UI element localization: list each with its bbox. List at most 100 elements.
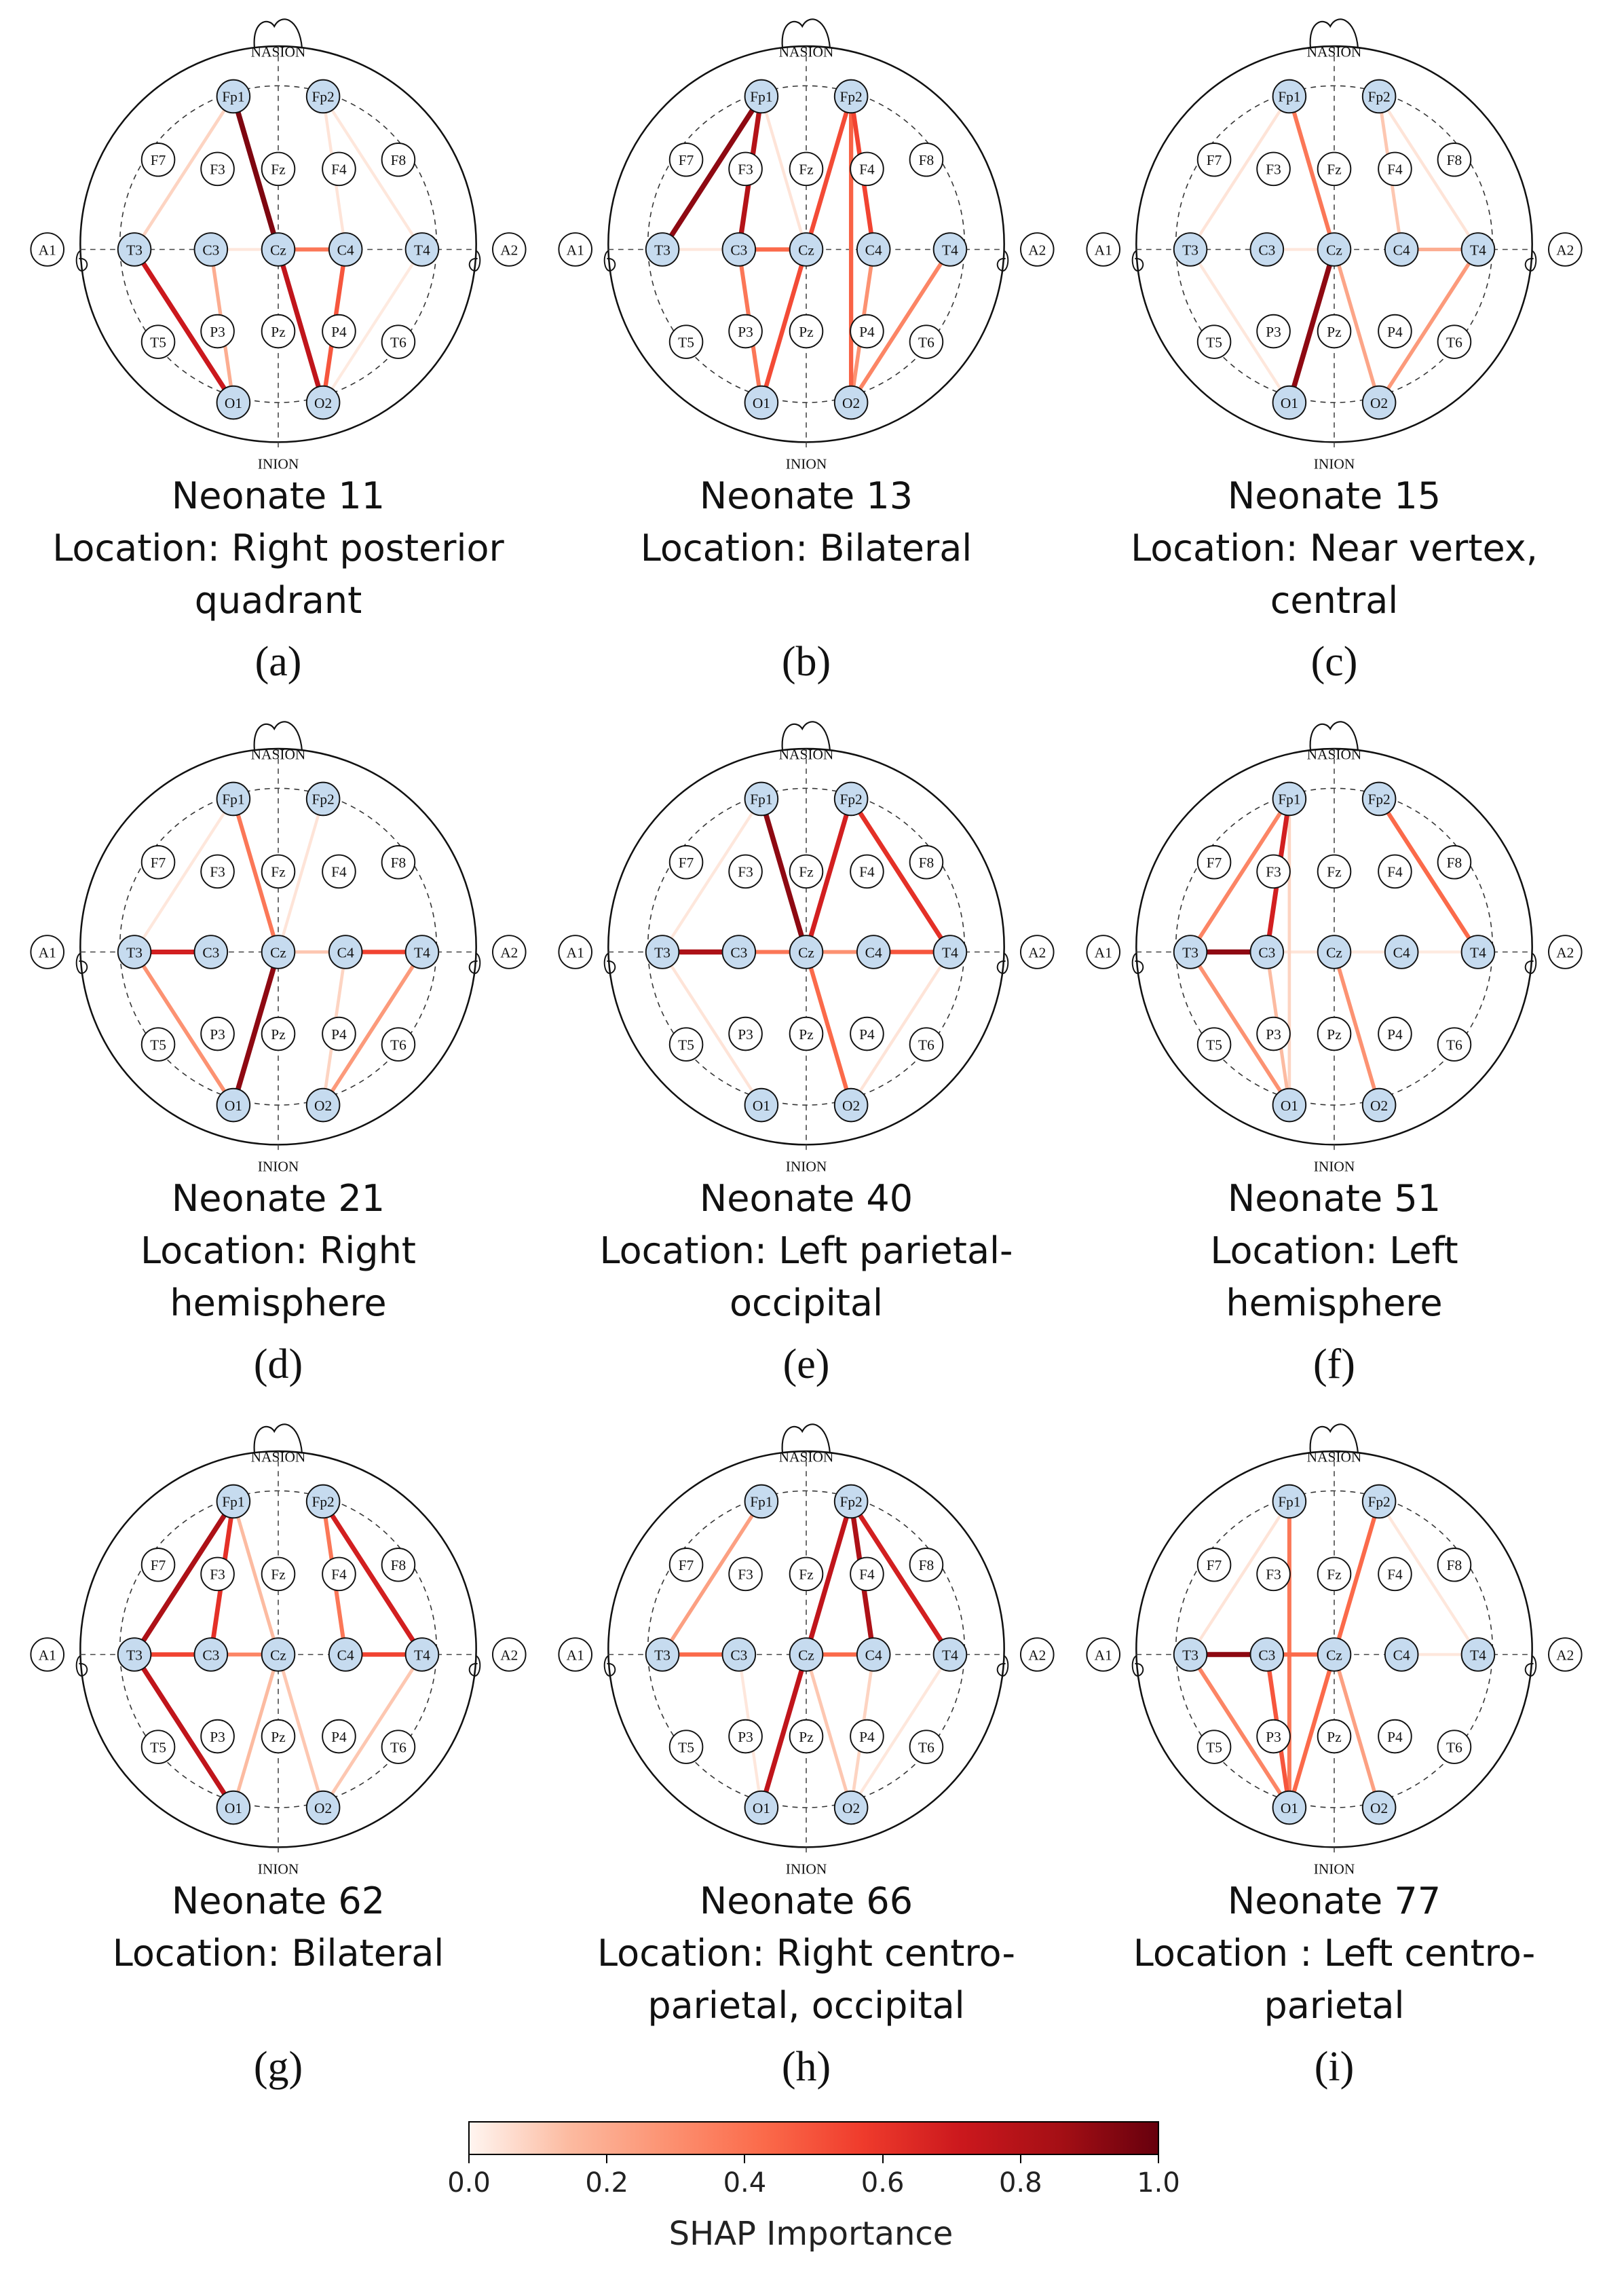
svg-text:F3: F3	[738, 864, 753, 880]
colorbar-tick	[468, 2154, 470, 2163]
svg-text:A2: A2	[500, 1647, 518, 1663]
svg-text:O1: O1	[753, 1098, 770, 1114]
edge-T3-O1	[1188, 1652, 1291, 1810]
electrode-C3: C3	[1249, 935, 1285, 969]
right-ear	[1524, 952, 1537, 974]
edge-Cz-O2	[1332, 1652, 1381, 1810]
panel-sublabel: (f)	[1313, 1341, 1355, 1387]
nose-outline	[1309, 18, 1359, 49]
electrode-P4: P4	[1378, 314, 1412, 349]
electrode-T3: T3	[645, 935, 680, 969]
edge-T4-O2	[849, 1653, 952, 1810]
svg-text:A1: A1	[39, 944, 56, 960]
electrode-O1: O1	[744, 385, 779, 420]
electrode-F4: F4	[1378, 1556, 1412, 1592]
location-label: parietal	[1264, 1984, 1405, 2027]
svg-text:Pz: Pz	[1327, 324, 1341, 340]
electrode-A2: A2	[1020, 232, 1055, 267]
neonate-label: Neonate 11	[171, 474, 385, 517]
edge-Fp1-Cz	[1287, 94, 1337, 252]
edge-T4-O2	[322, 248, 424, 405]
location-label: Location: Right posterior	[52, 527, 504, 569]
right-ear	[468, 1655, 481, 1677]
electrode-Cz: Cz	[789, 1637, 824, 1672]
svg-text:Cz: Cz	[1326, 944, 1342, 960]
colorbar-tick	[1019, 2154, 1021, 2163]
electrode-A2: A2	[1548, 935, 1583, 969]
electrode-T5: T5	[140, 324, 176, 359]
svg-text:O2: O2	[314, 1098, 332, 1114]
svg-text:F7: F7	[679, 1557, 694, 1573]
svg-text:Pz: Pz	[1327, 1729, 1341, 1745]
electrode-O1: O1	[1272, 385, 1307, 420]
nasion-label: NASION	[1307, 747, 1362, 763]
head-diagram: NASION INION Fp1 Fp2 F7 F3 Fz F4 F8 A1 T3 C3 Cz C4 T4 A…	[30, 18, 527, 472]
edge-Fp1-T3	[660, 797, 763, 954]
electrode-T6: T6	[1437, 1027, 1472, 1062]
inion-label: INION	[1314, 1861, 1355, 1877]
location-label: Location: Left parietal-	[599, 1229, 1013, 1272]
electrode-T4: T4	[932, 935, 968, 969]
svg-text:A1: A1	[39, 1647, 56, 1663]
nasion-label: NASION	[779, 1449, 834, 1465]
electrode-T5: T5	[1196, 1730, 1232, 1764]
svg-text:Pz: Pz	[799, 324, 813, 340]
electrode-F4: F4	[322, 1556, 356, 1592]
electrode-T3: T3	[1173, 232, 1208, 267]
location-label: hemisphere	[170, 1282, 387, 1324]
svg-text:Fz: Fz	[271, 1567, 285, 1583]
svg-text:Fp2: Fp2	[1367, 791, 1390, 808]
location-label: Location: Right	[140, 1229, 416, 1272]
panel-b: NASION INION Fp1 Fp2 F7 F3 Fz F4 F8 A1 T3 C3 Cz C4 T4 A…	[555, 0, 1057, 699]
svg-text:Fz: Fz	[1327, 864, 1341, 880]
colorbar-tick	[1158, 2154, 1159, 2163]
electrode-Cz: Cz	[261, 1637, 296, 1672]
svg-text:Pz: Pz	[271, 1026, 285, 1043]
svg-text:T3: T3	[126, 242, 143, 258]
head-diagram: NASION INION Fp1 Fp2 F7 F3 Fz F4 F8 A1 T3 C3 Cz C4 T4 A…	[558, 18, 1055, 472]
svg-text:T4: T4	[1470, 242, 1486, 258]
electrode-P4: P4	[850, 1719, 884, 1754]
electrode-Fz: Fz	[1317, 1556, 1352, 1592]
svg-text:A2: A2	[1028, 1647, 1046, 1663]
electrode-F3: F3	[200, 151, 235, 187]
svg-text:P4: P4	[859, 1729, 875, 1745]
electrode-T4: T4	[932, 232, 968, 267]
left-ear	[75, 250, 88, 272]
panel-caption: Neonate 51 Location: Left hemisphere	[1083, 1172, 1585, 1329]
neonate-label: Neonate 21	[171, 1177, 385, 1220]
svg-text:P4: P4	[331, 324, 347, 340]
edge-Cz-O1	[231, 1652, 280, 1810]
electrode-Fp1: Fp1	[744, 781, 779, 817]
electrode-C3: C3	[193, 935, 229, 969]
svg-text:T5: T5	[1206, 1739, 1222, 1755]
svg-text:F3: F3	[210, 864, 225, 880]
svg-text:Fp1: Fp1	[222, 791, 244, 808]
left-ear	[1131, 250, 1144, 272]
edge-Fp2-Cz	[276, 797, 325, 954]
svg-text:T4: T4	[414, 944, 430, 960]
electrode-C4: C4	[328, 1637, 363, 1672]
edge-T3-O1	[1188, 248, 1291, 405]
electrode-C3: C3	[721, 232, 757, 267]
svg-text:Pz: Pz	[271, 1729, 285, 1745]
electrode-Cz: Cz	[1317, 935, 1352, 969]
svg-text:P3: P3	[1266, 324, 1281, 340]
svg-text:Fp2: Fp2	[839, 89, 862, 105]
electrode-Fp2: Fp2	[833, 79, 869, 114]
electrode-C4: C4	[328, 935, 363, 969]
edge-Cz-O1	[1287, 246, 1337, 405]
electrode-F7: F7	[1196, 1547, 1232, 1582]
electrode-A1: A1	[1086, 1637, 1121, 1672]
svg-text:T6: T6	[1446, 1036, 1462, 1053]
svg-text:O1: O1	[1281, 395, 1298, 411]
svg-text:T5: T5	[678, 1739, 694, 1755]
edge-T4-O2	[849, 950, 952, 1107]
panel-caption: Neonate 15 Location: Near vertex, central	[1083, 470, 1585, 627]
svg-text:A2: A2	[1556, 944, 1574, 960]
electrode-C4: C4	[1384, 1637, 1419, 1672]
svg-text:Fp1: Fp1	[1278, 1494, 1300, 1510]
panel-a: NASION INION Fp1 Fp2 F7 F3 Fz F4 F8 A1 T3 C3 Cz C4 T4 A…	[27, 0, 529, 699]
head-diagram: NASION INION Fp1 Fp2 F7 F3 Fz F4 F8 A1 T3 C3 Cz C4 T4 A…	[558, 721, 1055, 1174]
left-ear	[75, 952, 88, 974]
